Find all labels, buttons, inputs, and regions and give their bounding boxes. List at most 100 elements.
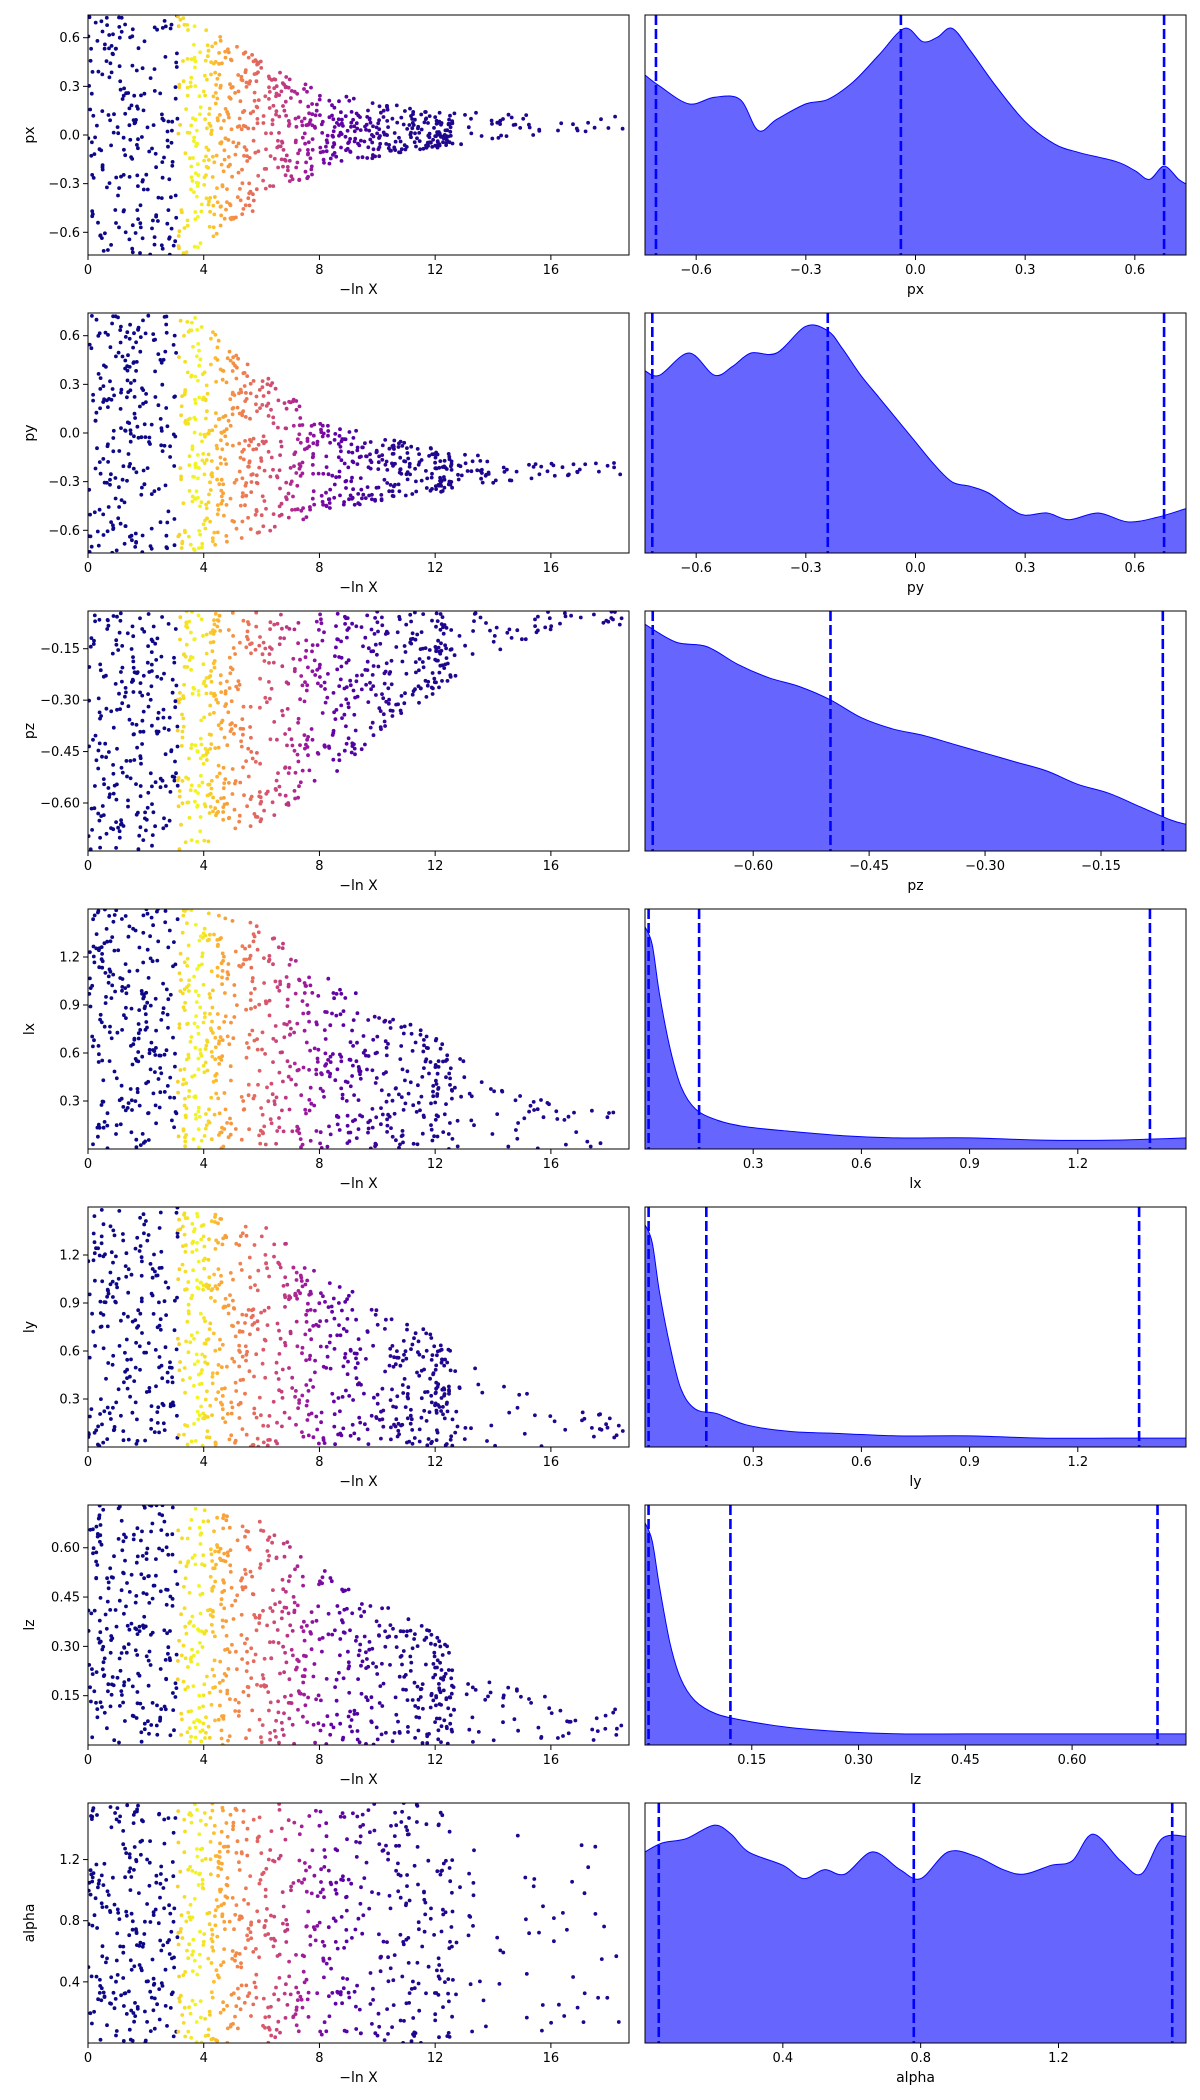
sample-point <box>334 154 339 159</box>
kde-py-plot-area <box>645 313 1186 553</box>
sample-point <box>205 43 210 48</box>
sample-point <box>117 1209 122 1213</box>
sample-point <box>347 1664 351 1669</box>
trace-pz-xtick-label: 0 <box>84 859 92 874</box>
sample-point <box>122 1380 126 1385</box>
sample-point <box>129 1272 134 1277</box>
sample-point <box>200 962 204 967</box>
sample-point <box>450 121 455 126</box>
sample-point <box>339 1059 344 1064</box>
sample-point <box>202 158 207 163</box>
sample-point <box>204 1112 208 1116</box>
sample-point <box>215 1012 220 1016</box>
sample-point <box>202 679 207 684</box>
sample-point <box>238 99 243 104</box>
sample-point <box>110 935 115 939</box>
sample-point <box>262 808 266 813</box>
sample-point <box>192 1021 197 1026</box>
trace-pz-xtick-label: 12 <box>427 859 444 874</box>
sample-point <box>96 766 101 771</box>
sample-point <box>419 630 424 634</box>
sample-point <box>414 479 418 484</box>
sample-point <box>319 122 324 127</box>
sample-point <box>201 1519 206 1524</box>
sample-point <box>252 1374 256 1379</box>
sample-point <box>172 1125 177 1130</box>
sample-point <box>152 235 157 240</box>
sample-point <box>200 1352 205 1357</box>
trace-px-ytick-label: 0.3 <box>59 80 80 95</box>
sample-point <box>280 1050 284 1055</box>
sample-point <box>100 165 105 170</box>
sample-point <box>419 112 424 117</box>
sample-point <box>192 415 197 420</box>
sample-point <box>100 1279 105 1284</box>
sample-point <box>250 1308 254 1313</box>
sample-point <box>299 508 304 513</box>
sample-point <box>195 328 200 332</box>
sample-point <box>91 1546 96 1551</box>
sample-point <box>310 649 314 654</box>
sample-point <box>156 195 161 200</box>
sample-point <box>613 114 617 119</box>
sample-point <box>105 185 109 190</box>
sample-point <box>101 813 106 817</box>
sample-point <box>223 689 228 694</box>
trace-lx-xlabel: −ln X <box>339 1176 378 1192</box>
sample-point <box>356 155 360 160</box>
sample-point <box>97 331 102 336</box>
sample-point <box>241 765 245 770</box>
sample-point <box>396 1421 401 1426</box>
sample-point <box>360 673 364 677</box>
sample-point <box>212 1658 217 1663</box>
sample-point <box>242 153 246 158</box>
sample-point <box>284 975 289 979</box>
sample-point <box>270 800 275 805</box>
sample-point <box>175 724 180 729</box>
sample-point <box>410 126 415 131</box>
sample-point <box>371 134 376 139</box>
sample-point <box>305 1003 310 1007</box>
sample-point <box>108 1024 112 1029</box>
sample-point <box>196 1067 201 1072</box>
sample-point <box>91 392 95 397</box>
sample-point <box>256 442 261 447</box>
sample-point <box>116 948 121 953</box>
sample-point <box>154 729 159 734</box>
sample-point <box>431 1084 436 1088</box>
sample-point <box>438 1343 443 1348</box>
sample-point <box>222 781 227 785</box>
kde-px-xtick-label: −0.6 <box>680 263 712 278</box>
trace-px-ytick-label: −0.6 <box>48 226 80 241</box>
sample-point <box>218 628 223 633</box>
sample-point <box>153 780 158 785</box>
kde-lx-xtick-label: 1.2 <box>1067 1157 1088 1172</box>
sample-point <box>246 1093 251 1098</box>
sample-point <box>149 1426 154 1431</box>
sample-point <box>448 673 453 678</box>
sample-point <box>208 124 213 128</box>
sample-point <box>278 1336 283 1341</box>
sample-point <box>255 409 259 414</box>
sample-point <box>98 1012 103 1017</box>
sample-point <box>253 512 258 517</box>
sample-point <box>88 136 91 141</box>
sample-point <box>441 1130 446 1134</box>
sample-point <box>121 1311 126 1316</box>
sample-point <box>344 148 348 153</box>
sample-point <box>133 1400 138 1405</box>
sample-point <box>240 717 245 721</box>
sample-point <box>318 113 322 117</box>
sample-point <box>378 141 383 146</box>
sample-point <box>249 480 254 484</box>
sample-point <box>412 1336 416 1341</box>
sample-point <box>255 530 260 535</box>
sample-point <box>305 1308 310 1313</box>
sample-point <box>195 1409 200 1414</box>
sample-point <box>287 1297 291 1302</box>
sample-point <box>196 689 201 693</box>
sample-point <box>308 1353 312 1358</box>
sample-point <box>349 110 354 114</box>
sample-point <box>158 1327 163 1332</box>
sample-point <box>337 758 342 763</box>
